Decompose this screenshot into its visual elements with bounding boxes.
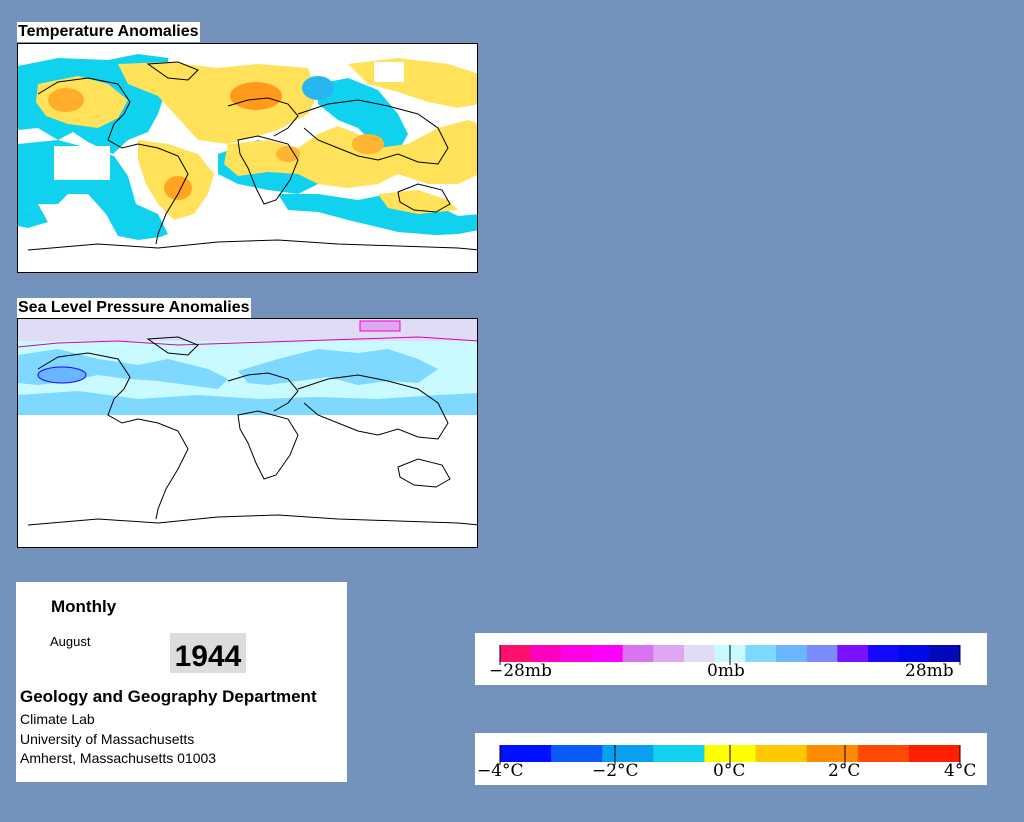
- legend-swatch: [908, 745, 961, 762]
- legend-swatch: [806, 645, 838, 662]
- legend-swatch: [602, 745, 654, 762]
- university-name: University of Massachusetts: [20, 731, 195, 747]
- coastlines: [27, 61, 477, 251]
- pressure-contour: [18, 336, 477, 348]
- info-panel: Monthly August 1944 Geology and Geograph…: [16, 582, 347, 782]
- pressure-map-title: Sea Level Pressure Anomalies: [17, 298, 251, 318]
- temperature-legend: −4°C −2°C 0°C 2°C 4°C: [475, 733, 987, 785]
- pressure-high-spot: [37, 366, 87, 384]
- temperature-cold-spot: [302, 76, 334, 100]
- pressure-max-label: 28mb: [905, 661, 954, 681]
- temperature-no-data-region: [214, 190, 254, 210]
- temperature-label-minus2: −2°C: [592, 761, 639, 781]
- coastlines: [27, 336, 477, 526]
- year-label: 1944: [170, 633, 246, 673]
- lab-name: Climate Lab: [20, 711, 95, 727]
- temperature-label-plus4: 4°C: [944, 761, 977, 781]
- temperature-no-data-region: [374, 62, 404, 82]
- legend-swatch: [898, 645, 930, 662]
- legend-swatch: [806, 745, 859, 762]
- department-name: Geology and Geography Department: [20, 687, 317, 706]
- temperature-color-scale: [499, 745, 961, 765]
- temperature-cold-region: [318, 78, 408, 152]
- temperature-warm-region: [224, 120, 477, 188]
- temperature-hot-spot: [276, 146, 300, 162]
- legend-swatch: [929, 645, 961, 662]
- legend-swatch: [592, 645, 624, 662]
- pressure-color-scale: [499, 645, 961, 665]
- temperature-label-minus4: −4°C: [477, 761, 524, 781]
- legend-swatch: [755, 745, 808, 762]
- temperature-hot-spot: [164, 176, 192, 200]
- legend-swatch: [551, 745, 603, 762]
- legend-swatch: [776, 645, 808, 662]
- temperature-hot-spot: [352, 134, 384, 154]
- legend-swatch: [837, 645, 869, 662]
- pressure-zero-label: 0mb: [707, 661, 745, 681]
- pressure-map-graphic: [18, 319, 477, 526]
- temperature-warm-region: [118, 62, 318, 144]
- pressure-positive-region: [18, 391, 477, 415]
- legend-swatch: [530, 645, 562, 662]
- temperature-warm-region: [378, 190, 458, 214]
- legend-swatch: [500, 745, 552, 762]
- legend-swatch: [653, 745, 705, 762]
- pressure-low-spot: [359, 320, 401, 332]
- legend-swatch: [857, 745, 910, 762]
- temperature-label-zero: 0°C: [713, 761, 746, 781]
- legend-swatch: [745, 645, 777, 662]
- legend-swatch: [622, 645, 654, 662]
- temperature-map-title: Temperature Anomalies: [17, 22, 200, 42]
- temperature-map-graphic: [18, 54, 477, 272]
- temperature-label-plus2: 2°C: [828, 761, 861, 781]
- temperature-hot-spot: [48, 88, 84, 112]
- legend-swatch: [684, 645, 716, 662]
- address-line: Amherst, Massachusetts 01003: [20, 750, 217, 766]
- legend-swatch: [653, 645, 685, 662]
- temperature-cold-region: [18, 204, 48, 228]
- temperature-hot-spot: [230, 82, 282, 110]
- legend-swatch: [868, 645, 900, 662]
- legend-swatch: [500, 645, 532, 662]
- pressure-min-label: −28mb: [489, 661, 552, 681]
- temperature-anomaly-map: [17, 43, 478, 273]
- period-label: Monthly: [51, 597, 117, 616]
- temperature-no-data-region: [54, 146, 110, 180]
- month-label: August: [50, 634, 91, 649]
- pressure-positive-region: [238, 349, 438, 385]
- pressure-legend: −28mb 0mb 28mb: [475, 633, 987, 685]
- legend-swatch: [561, 645, 593, 662]
- pressure-anomaly-map: [17, 318, 478, 548]
